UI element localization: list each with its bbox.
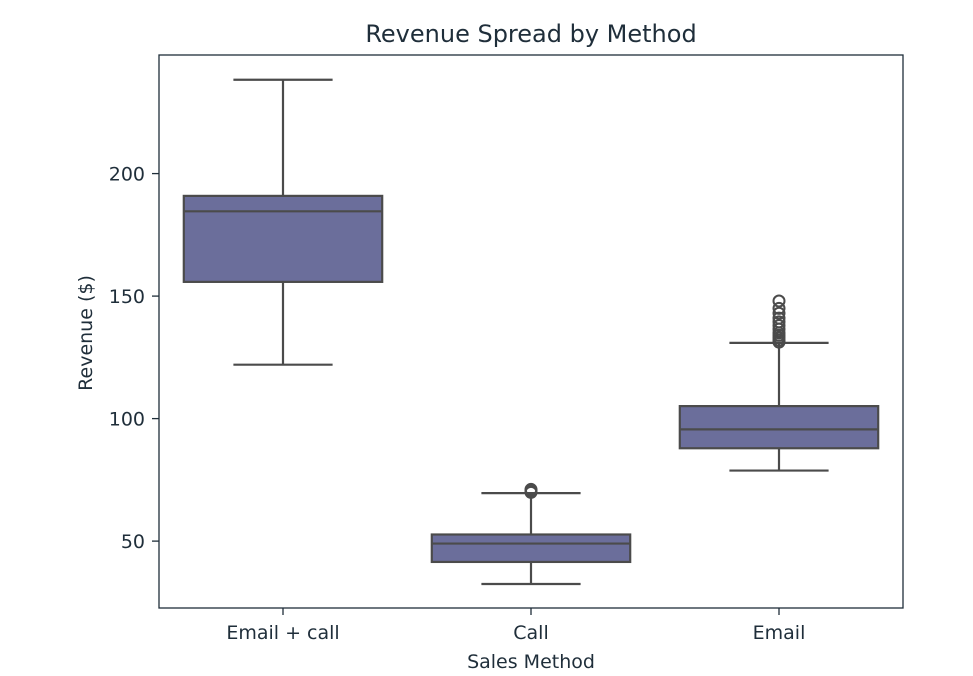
y-axis-label: Revenue ($) [75, 275, 97, 391]
outlier-point-call-2 [524, 482, 538, 496]
outlier-point-email-8 [772, 311, 786, 325]
y-tick-label-200: 200 [109, 164, 145, 186]
axes: 50 100 150 200 Email + call Call Email [109, 164, 806, 644]
x-axis-label: Sales Method [467, 651, 595, 673]
outlier-point-email-10 [772, 301, 786, 315]
outlier-point-email-9 [772, 306, 786, 320]
plot-area [182, 78, 880, 586]
x-tick-label-call: Call [513, 622, 548, 644]
outlier-point-email-11 [772, 294, 786, 308]
chart-title: Revenue Spread by Method [365, 20, 696, 48]
box-group-email-call [182, 78, 384, 366]
outlier-point-email-7 [772, 315, 786, 329]
y-tick-label-150: 150 [109, 286, 145, 308]
y-tick-label-50: 50 [121, 531, 145, 553]
x-tick-label-email: Email [753, 622, 806, 644]
y-tick-label-100: 100 [109, 409, 145, 431]
outlier-point-email-6 [772, 318, 786, 332]
box-email [678, 405, 880, 450]
x-tick-label-email-call: Email + call [226, 622, 339, 644]
box-call [430, 533, 632, 564]
box-group-email [678, 294, 880, 472]
box-group-call [430, 482, 632, 586]
box-email-call [182, 194, 384, 283]
